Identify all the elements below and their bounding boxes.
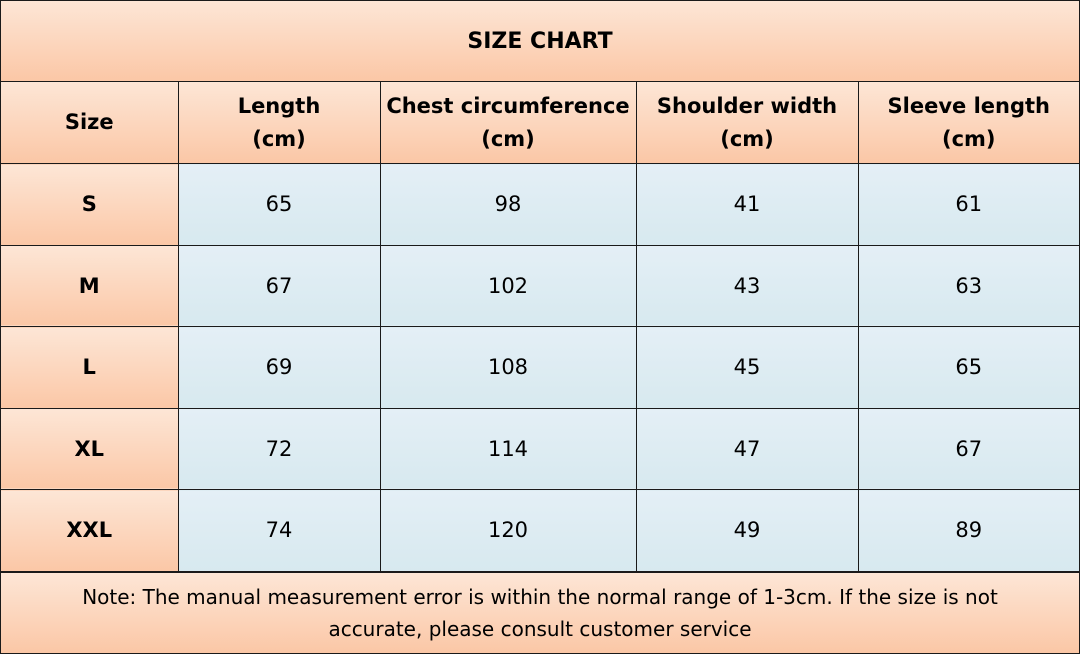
shoulder-cell: 49	[635, 489, 859, 572]
column-header-sleeve: Sleeve length (cm)	[857, 82, 1079, 164]
chest-cell: 114	[379, 407, 637, 490]
measurement-note: Note: The manual measurement error is wi…	[1, 572, 1079, 653]
length-cell: 65	[177, 163, 381, 246]
chest-cell: 98	[379, 163, 637, 246]
sleeve-cell: 67	[857, 407, 1079, 490]
length-cell: 67	[177, 244, 381, 327]
shoulder-cell: 43	[635, 244, 859, 327]
row-size-label: M	[1, 244, 179, 327]
shoulder-cell: 47	[635, 407, 859, 490]
chest-cell: 108	[379, 326, 637, 409]
row-size-label: L	[1, 326, 179, 409]
sleeve-cell: 63	[857, 244, 1079, 327]
column-header-chest: Chest circumference (cm)	[379, 82, 637, 164]
row-size-label: S	[1, 163, 179, 246]
length-cell: 74	[177, 489, 381, 572]
table-row: S 65 98 41 61	[1, 163, 1079, 246]
shoulder-cell: 41	[635, 163, 859, 246]
sleeve-cell: 61	[857, 163, 1079, 246]
table-row: M 67 102 43 63	[1, 244, 1079, 327]
column-header-size: Size	[1, 82, 179, 164]
header-row: Size Length (cm) Chest circumference (cm…	[1, 82, 1079, 164]
size-table: Size Length (cm) Chest circumference (cm…	[1, 82, 1079, 572]
table-row: L 69 108 45 65	[1, 326, 1079, 409]
column-header-length: Length (cm)	[177, 82, 381, 164]
chart-title: SIZE CHART	[1, 1, 1079, 82]
length-cell: 72	[177, 407, 381, 490]
chest-cell: 120	[379, 489, 637, 572]
row-size-label: XXL	[1, 489, 179, 572]
column-header-shoulder: Shoulder width (cm)	[635, 82, 859, 164]
sleeve-cell: 65	[857, 326, 1079, 409]
chest-cell: 102	[379, 244, 637, 327]
sleeve-cell: 89	[857, 489, 1079, 572]
table-row: XL 72 114 47 67	[1, 407, 1079, 490]
row-size-label: XL	[1, 407, 179, 490]
shoulder-cell: 45	[635, 326, 859, 409]
length-cell: 69	[177, 326, 381, 409]
table-row: XXL 74 120 49 89	[1, 489, 1079, 572]
